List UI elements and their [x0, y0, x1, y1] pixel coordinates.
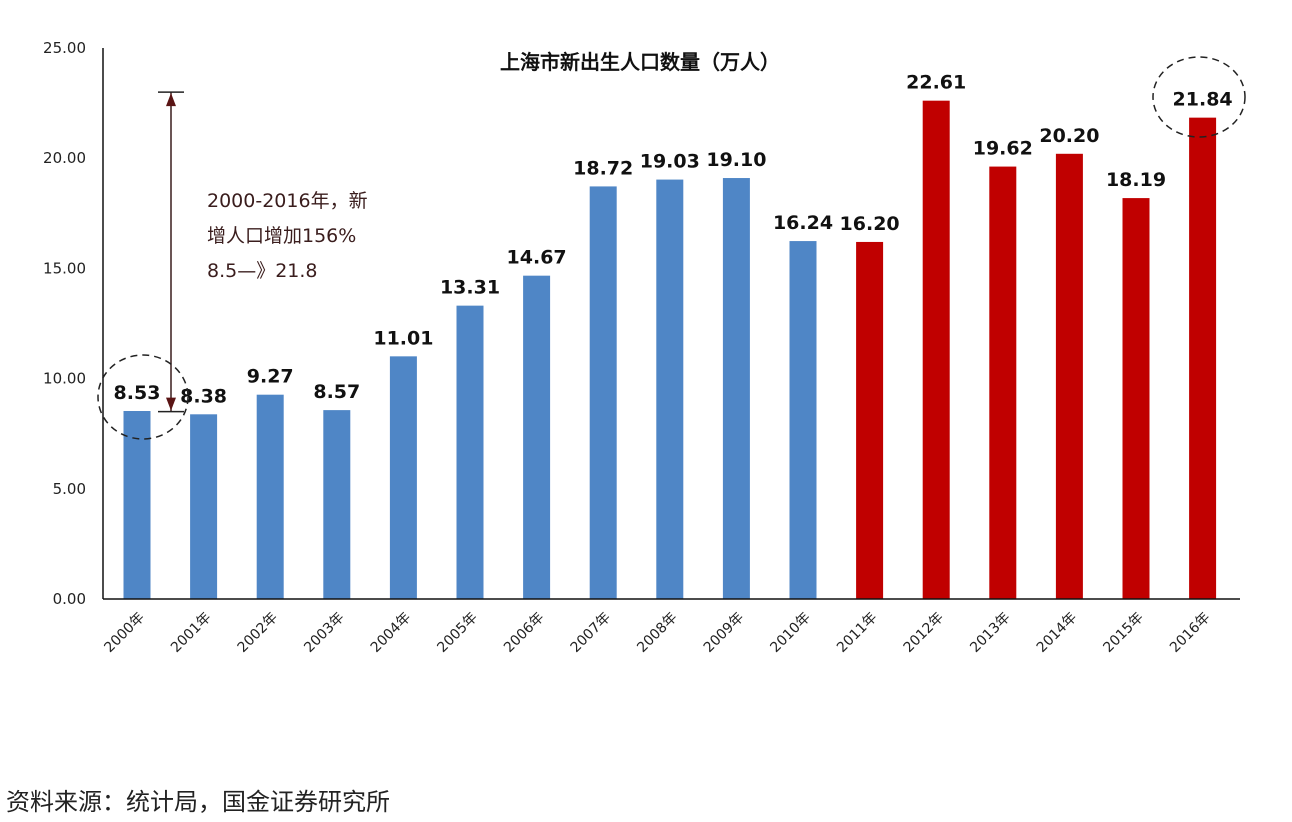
- data-label: 11.01: [373, 327, 433, 349]
- annotation-line-1: 2000-2016年，新: [207, 190, 368, 212]
- x-tick-label: 2004年: [368, 610, 414, 656]
- x-tick-label: 2016年: [1167, 610, 1213, 656]
- x-tick-label: 2010年: [767, 610, 813, 656]
- bar-2012年: [922, 100, 950, 599]
- bar-2004年: [389, 356, 417, 599]
- y-tick-label: 0.00: [53, 590, 86, 608]
- annotation-line-3: 8.5—》21.8: [207, 260, 318, 282]
- x-tick-label: 2013年: [967, 610, 1013, 656]
- chart-title: 上海市新出生人口数量（万人）: [500, 50, 780, 74]
- x-tick-label: 2003年: [301, 610, 347, 656]
- bar-2007年: [589, 186, 617, 599]
- bar-2014年: [1055, 153, 1083, 600]
- bar-2000年: [123, 410, 151, 599]
- bar-2011年: [856, 241, 884, 599]
- highlight-circle-2016: [1152, 56, 1246, 138]
- annotation: 2000-2016年，新 增人口增加156% 8.5—》21.8: [97, 56, 1246, 440]
- data-label: 19.62: [973, 138, 1033, 160]
- bar-2015年: [1122, 198, 1150, 599]
- data-label: 8.53: [114, 382, 161, 404]
- data-label: 18.19: [1106, 169, 1166, 191]
- x-tick-label: 2012年: [901, 610, 947, 656]
- data-labels: 8.53 8.38 9.27 8.57 11.01 13.31 14.67 18.72 19.0…: [114, 72, 1233, 408]
- x-tick-label: 2011年: [834, 610, 880, 656]
- bar-2005年: [456, 305, 484, 599]
- y-tick-label: 5.00: [53, 480, 86, 498]
- x-tick-label: 2014年: [1034, 610, 1080, 656]
- bar-2010年: [789, 241, 817, 599]
- data-label: 19.03: [640, 151, 700, 173]
- y-tick-label: 20.00: [43, 149, 86, 167]
- annotation-line-2: 增人口增加156%: [207, 225, 356, 247]
- y-tick-label: 25.00: [43, 39, 86, 57]
- data-label: 8.38: [180, 385, 227, 407]
- x-tick-label: 2015年: [1100, 610, 1146, 656]
- data-label: 9.27: [247, 366, 294, 388]
- data-label: 8.57: [313, 381, 360, 403]
- bar-2001年: [190, 414, 218, 599]
- x-axis: 2000年 2001年 2002年 2003年 2004年 2005年 2006年 2007年…: [101, 598, 1240, 656]
- x-tick-label: 2005年: [434, 610, 480, 656]
- bar-2009年: [722, 178, 750, 599]
- x-tick-label: 2006年: [501, 610, 547, 656]
- x-tick-label: 2002年: [235, 610, 281, 656]
- bar-2016年: [1189, 117, 1217, 600]
- arrow-head-up: [166, 93, 176, 107]
- y-axis: 0.00 5.00 10.00 15.00 20.00 25.00: [43, 39, 104, 608]
- x-tick-label: 2007年: [568, 610, 614, 656]
- data-label: 19.10: [706, 149, 766, 171]
- data-label: 13.31: [440, 277, 500, 299]
- bar-2002年: [256, 394, 284, 599]
- bars: [123, 100, 1217, 600]
- highlight-circle-2000: [97, 354, 189, 440]
- source-note: 资料来源：统计局，国金证券研究所: [6, 788, 390, 816]
- x-tick-label: 2009年: [701, 610, 747, 656]
- data-label: 16.20: [840, 213, 900, 235]
- data-label: 16.24: [773, 212, 833, 234]
- data-label: 21.84: [1173, 89, 1233, 111]
- x-tick-label: 2008年: [634, 610, 680, 656]
- bar-2006年: [523, 275, 551, 599]
- data-label: 20.20: [1039, 125, 1099, 147]
- x-tick-label: 2000年: [101, 610, 147, 656]
- data-label: 18.72: [573, 157, 633, 179]
- arrow-head-down: [166, 397, 176, 411]
- bar-2013年: [989, 166, 1017, 599]
- data-label: 14.67: [507, 247, 567, 269]
- bar-2003年: [323, 410, 351, 599]
- bar-2008年: [656, 179, 684, 599]
- data-label: 22.61: [906, 72, 966, 94]
- x-tick-label: 2001年: [168, 610, 214, 656]
- y-tick-label: 10.00: [43, 370, 86, 388]
- y-tick-label: 15.00: [43, 259, 86, 277]
